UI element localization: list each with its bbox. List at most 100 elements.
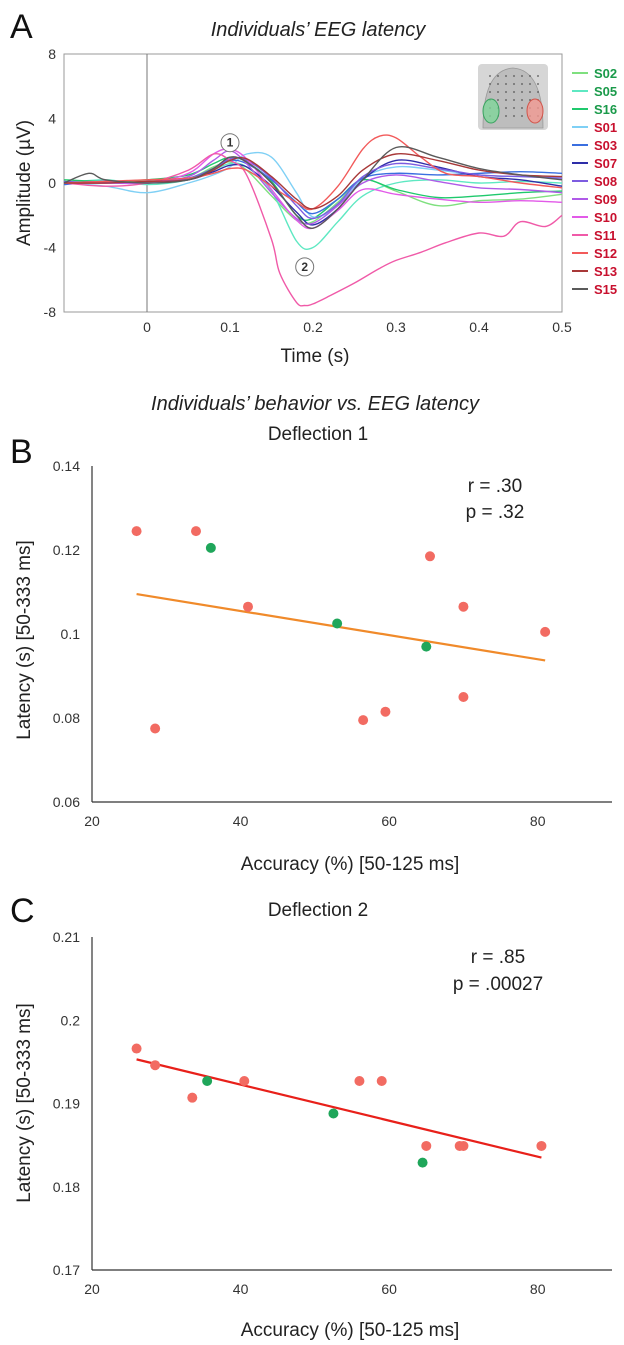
scatter-point [458,601,469,612]
panel-a-ytick-label: 4 [48,111,56,127]
legend-label-s12: S12 [594,246,617,261]
scatter-point [421,1140,432,1151]
scatter-point [187,1092,198,1103]
panel-a-ytick-label: -8 [44,304,57,320]
panel-a-legend: S02 S05 S16 S01 S03 S07 S08 S09 S10 S11 S12 S13 S15 [572,66,617,297]
y-tick-label: 0.19 [53,1096,80,1112]
scatter-point [150,723,161,734]
scatter-point [536,1140,547,1151]
legend-label-s09: S09 [594,192,617,207]
panel-a-title: Individuals’ EEG latency [211,19,427,41]
legend-label-s08: S08 [594,174,617,189]
panel-a-ylabel: Amplitude (µV) [14,120,35,246]
panel-c-p-value: p = .00027 [453,974,543,995]
eeg-line-s03 [63,159,563,215]
scatter-point [376,1076,387,1087]
panel-b-ylabel: Latency (s) [50-333 ms] [14,540,35,740]
y-tick-label: 0.2 [61,1012,81,1028]
panel-a-letter: A [10,8,33,46]
scatter-point [150,1060,161,1071]
scatter-point [458,692,469,702]
deflection-marker-2: 2 [295,257,315,277]
panel-c-r-value: r = .85 [471,947,525,968]
deflection-marker-1: 1 [220,133,240,153]
panel-c-ylabel: Latency (s) [50-333 ms] [14,1003,35,1203]
svg-text:2: 2 [301,260,308,274]
scatter-point [540,626,551,637]
y-tick-label: 0.1 [61,626,81,642]
bc-heading: Individuals’ behavior vs. EEG latency [151,393,480,415]
panel-c-plot: 20 40 60 80 0.21 0.2 0.19 0.18 0.17 [53,929,612,1297]
scatter-point [421,641,432,652]
x-tick-label: 80 [530,813,546,829]
scatter-point [458,1140,469,1151]
panel-a-xtick-label: 0.2 [303,319,323,335]
panel-a-xtick-label: 0.4 [469,319,489,335]
legend-label-s02: S02 [594,66,617,81]
panel-a-xtick-label: 0.1 [220,319,240,335]
panel-a-ytick-label: -4 [44,240,57,256]
regression-line [136,593,546,662]
x-tick-label: 40 [233,813,249,829]
panel-c-xlabel: Accuracy (%) [50-125 ms] [241,1320,460,1341]
x-tick-label: 60 [381,813,397,829]
panel-c-title: Deflection 2 [268,900,368,921]
y-tick-label: 0.17 [53,1262,80,1278]
legend-label-s01: S01 [594,120,617,135]
scatter-point [131,1043,142,1054]
legend-label-s05: S05 [594,84,617,99]
panel-b-letter: B [10,433,33,471]
legend-label-s07: S07 [594,156,617,171]
scalp-map-icon [478,64,548,130]
scatter-point [205,542,216,553]
panel-b-r-value: r = .30 [468,476,522,497]
x-tick-label: 20 [84,813,100,829]
scatter-point [332,618,343,629]
panel-b-title: Deflection 1 [268,424,368,445]
scatter-point [239,1076,250,1087]
panel-b-plot: 20 40 60 80 0.14 0.12 0.1 0.08 0.06 [53,458,612,829]
scatter-point [425,551,435,562]
panel-b-xlabel: Accuracy (%) [50-125 ms] [241,854,460,875]
eeg-line-s11 [63,152,563,307]
scatter-point [380,706,391,717]
y-tick-label: 0.12 [53,542,80,558]
panel-a-ytick-label: 0 [48,175,56,191]
y-tick-label: 0.21 [53,929,80,945]
x-tick-label: 60 [381,1281,397,1297]
legend-label-s03: S03 [594,138,617,153]
panel-a-xtick-label: 0.5 [552,319,572,335]
eeg-line-s13 [63,153,563,210]
legend-label-s15: S15 [594,282,617,297]
panel-a-xtick-label: 0 [143,319,151,335]
x-tick-label: 80 [530,1281,546,1297]
panel-b-p-value: p = .32 [466,502,525,523]
panel-a-plot: 0 0.1 0.2 0.3 0.4 0.5 8 4 0 -4 -8 1 2 [44,46,572,335]
y-tick-label: 0.18 [53,1179,80,1195]
panel-a-xtick-label: 0.3 [386,319,406,335]
scatter-point [358,715,369,726]
scatter-point [328,1108,339,1119]
eeg-line-s15 [63,146,563,229]
y-tick-label: 0.08 [53,710,80,726]
y-tick-label: 0.06 [53,794,80,810]
x-tick-label: 40 [233,1281,249,1297]
eeg-line-s01 [63,151,563,218]
legend-label-s11: S11 [594,228,616,243]
legend-label-s16: S16 [594,102,617,117]
scatter-point [354,1076,365,1087]
eeg-line-s10 [63,148,563,230]
scatter-point [202,1076,213,1087]
svg-text:1: 1 [227,136,234,150]
scatter-point [131,526,142,537]
legend-label-s10: S10 [594,210,617,225]
scatter-point [243,601,253,612]
x-tick-label: 20 [84,1281,100,1297]
scatter-point [417,1157,428,1168]
y-tick-label: 0.14 [53,458,80,474]
panel-a-xlabel: Time (s) [281,346,350,367]
regression-line [136,1058,542,1159]
legend-label-s13: S13 [594,264,617,279]
panel-a-ytick-label: 8 [48,46,56,62]
